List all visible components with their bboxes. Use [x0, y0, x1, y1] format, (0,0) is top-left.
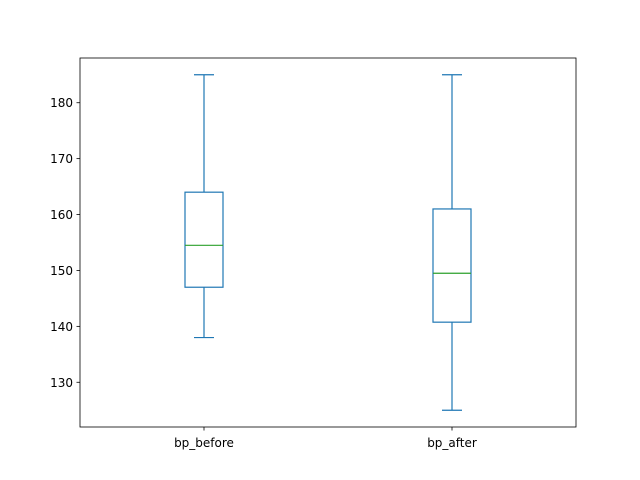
- y-tick-label: 140: [50, 320, 73, 334]
- plot-frame: [79, 57, 577, 428]
- iqr-box: [184, 191, 224, 288]
- box-bp_after: [432, 74, 472, 411]
- y-tick-label: 160: [50, 208, 73, 222]
- y-tick-label: 150: [50, 264, 73, 278]
- y-tick-label: 180: [50, 96, 73, 110]
- boxes: [184, 74, 472, 411]
- x-tick-label: bp_after: [427, 436, 477, 450]
- iqr-box: [432, 208, 472, 323]
- x-tick-label: bp_before: [174, 436, 234, 450]
- y-axis: 130 140 150 160 170 180: [50, 96, 80, 390]
- y-tick-label: 130: [50, 376, 73, 390]
- x-axis: bp_before bp_after: [174, 427, 477, 450]
- box-bp_before: [184, 74, 224, 339]
- y-tick-label: 170: [50, 152, 73, 166]
